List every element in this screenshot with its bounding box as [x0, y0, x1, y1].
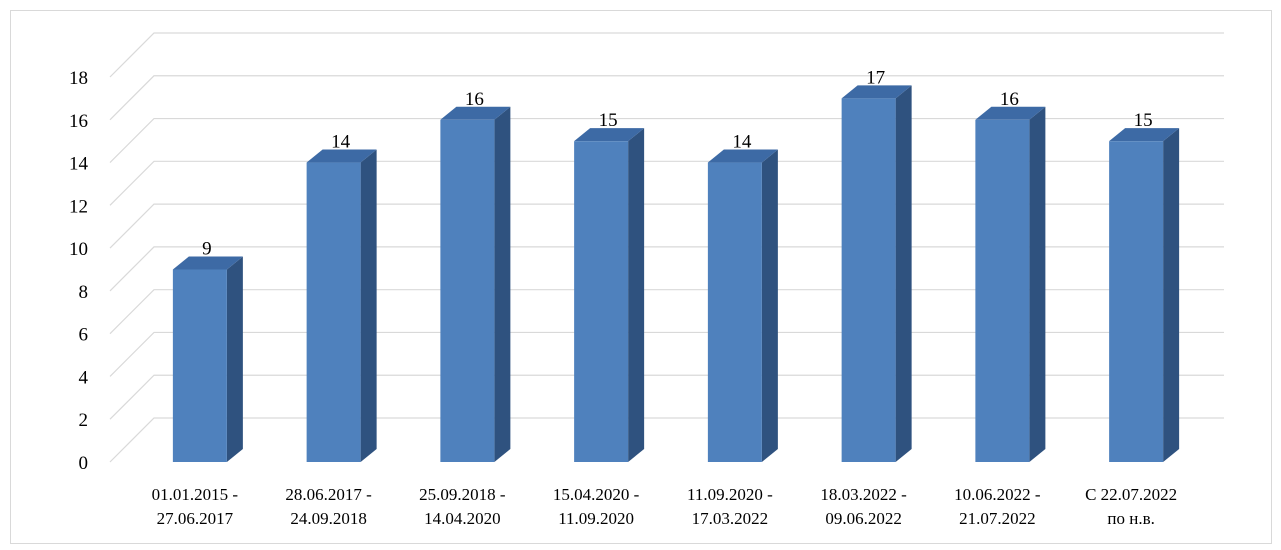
y-tick-label: 8 [79, 282, 89, 303]
bar-top [172, 256, 243, 270]
bar-top [440, 106, 511, 120]
bar-top [841, 85, 912, 99]
bar-side [895, 85, 912, 462]
data-label: 15 [1134, 110, 1153, 131]
bar-side [1029, 106, 1046, 463]
gridline [109, 289, 1224, 335]
bar [1109, 128, 1180, 462]
bar [306, 149, 377, 463]
gridline [109, 246, 1224, 292]
gridline [109, 160, 1224, 206]
gridline [109, 374, 1224, 420]
bar-side [494, 106, 511, 463]
y-tick-label: 0 [79, 453, 89, 474]
bar [172, 256, 243, 462]
data-label: 17 [866, 67, 885, 88]
data-label: 16 [1000, 89, 1019, 110]
y-tick-label: 10 [69, 239, 88, 260]
data-label: 14 [331, 132, 351, 153]
bar [841, 85, 912, 462]
bar [440, 106, 511, 463]
x-tick-label: 28.06.2017 -24.09.2018 [285, 485, 372, 528]
bar-top [574, 128, 645, 142]
gridline [109, 75, 1224, 121]
bar-front [707, 162, 762, 463]
data-label: 14 [732, 132, 752, 153]
y-tick-label: 4 [79, 367, 89, 388]
x-tick-label: 25.09.2018 -14.04.2020 [419, 485, 506, 528]
y-tick-label: 16 [69, 111, 88, 132]
bar [975, 106, 1046, 463]
bar-front [841, 98, 896, 462]
data-label: 16 [465, 89, 484, 110]
gridlines [109, 32, 1224, 463]
y-tick-label: 18 [69, 68, 88, 89]
bar-side [360, 149, 377, 463]
bars [172, 85, 1180, 463]
bar [707, 149, 778, 463]
bar-front [440, 119, 495, 463]
gridline [109, 417, 1224, 463]
x-tick-label: 10.06.2022 -21.07.2022 [954, 485, 1041, 528]
bar-front [172, 269, 227, 462]
bar-front [306, 162, 361, 463]
data-label: 9 [202, 239, 212, 260]
bar-side [628, 128, 645, 462]
gridline [109, 203, 1224, 249]
bar-side [226, 256, 243, 462]
x-tick-label: 18.03.2022 -09.06.2022 [820, 485, 907, 528]
bar-top [1109, 128, 1180, 142]
y-tick-label: 12 [69, 196, 88, 217]
gridline [109, 32, 1224, 78]
x-tick-label: 11.09.2020 -17.03.2022 [687, 485, 773, 528]
bar-front [1109, 141, 1164, 462]
y-tick-label: 14 [69, 154, 89, 175]
gridline [109, 331, 1224, 377]
bar-top [975, 106, 1046, 120]
bar [574, 128, 645, 462]
data-label: 15 [599, 110, 618, 131]
bar-top [707, 149, 778, 163]
y-tick-label: 6 [79, 325, 89, 346]
bar-side [761, 149, 778, 463]
gridline [109, 117, 1224, 163]
x-tick-label: С 22.07.2022 по н.в. [1085, 485, 1177, 528]
x-tick-label: 01.01.2015 -27.06.2017 [152, 485, 239, 528]
bar-front [574, 141, 629, 462]
y-tick-label: 2 [79, 410, 89, 431]
bar-front [975, 119, 1030, 463]
bar-top [306, 149, 377, 163]
x-tick-label: 15.04.2020 -11.09.2020 [553, 485, 640, 528]
bar-side [1163, 128, 1180, 462]
